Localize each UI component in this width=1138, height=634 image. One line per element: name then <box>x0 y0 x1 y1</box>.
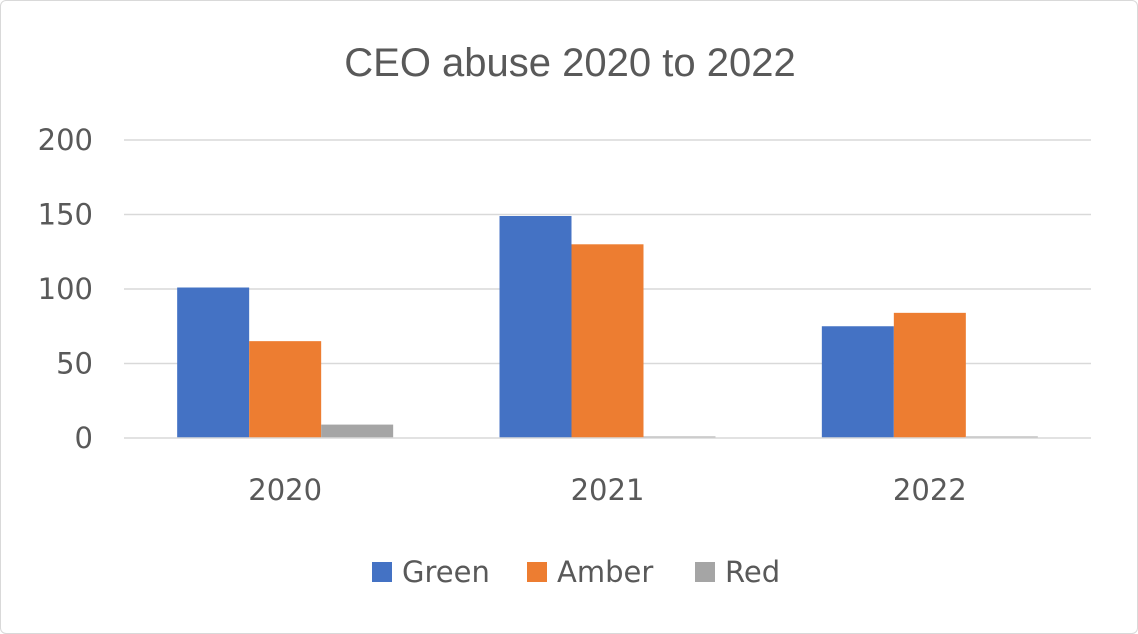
x-tick-label: 2021 <box>571 473 645 507</box>
legend-swatch-green <box>372 562 392 582</box>
x-axis-ticks: 2020 2021 2022 <box>248 473 966 507</box>
legend-swatch-red <box>695 562 715 582</box>
y-tick-label: 200 <box>38 123 93 157</box>
legend-swatch-amber <box>527 562 547 582</box>
legend-label-amber: Amber <box>557 555 653 589</box>
bar-amber-2022 <box>893 312 966 438</box>
bar-green-2021 <box>499 215 572 438</box>
bar-amber-2021 <box>571 244 644 438</box>
x-tick-label: 2022 <box>893 473 967 507</box>
y-tick-label: 0 <box>75 421 93 455</box>
bar-amber-2020 <box>249 341 322 438</box>
x-tick-label: 2020 <box>248 473 322 507</box>
legend-label-red: Red <box>725 555 780 589</box>
y-tick-label: 50 <box>56 347 93 381</box>
bar-red-2020 <box>321 424 394 438</box>
y-tick-label: 100 <box>38 272 93 306</box>
legend-label-green: Green <box>402 555 490 589</box>
y-axis-ticks: 0 50 100 150 200 <box>38 123 93 455</box>
chart-title: CEO abuse 2020 to 2022 <box>344 41 795 85</box>
legend: Green Amber Red <box>372 555 780 589</box>
bars <box>177 215 1038 438</box>
bar-green-2022 <box>821 326 894 438</box>
bar-green-2020 <box>177 287 250 438</box>
y-tick-label: 150 <box>38 198 93 232</box>
